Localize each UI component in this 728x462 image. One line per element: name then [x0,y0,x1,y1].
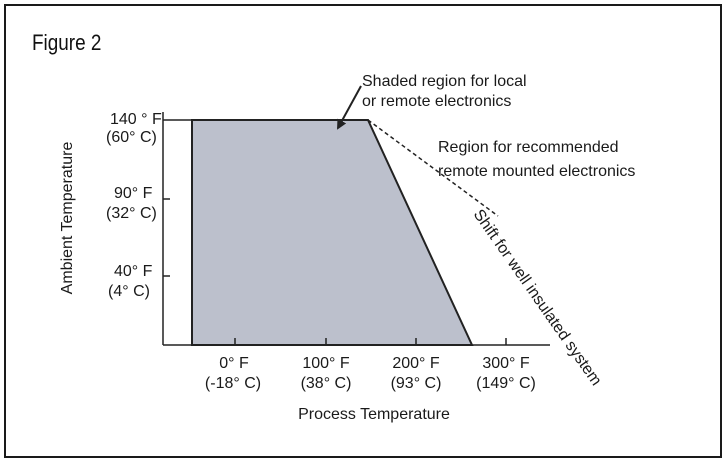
figure-title: Figure 2 [32,30,102,55]
x-tick-label-c: (38° C) [301,375,352,392]
y-axis-title: Ambient Temperature [59,142,76,295]
callout-arrow [337,85,362,130]
x-axis-title: Process Temperature [298,406,450,423]
y-tick-label-c: (32° C) [106,205,157,222]
x-tick-label-f: 300° F [482,355,530,372]
y-tick-label-c: (60° C) [106,129,157,146]
x-tick-label-c: (149° C) [476,375,536,392]
shift-dashed-line [367,119,499,217]
y-tick-label-f: 40° F [114,263,153,280]
y-tick-label-f: 90° F [114,185,153,202]
shaded-region-note-line1: Shaded region for local [362,73,527,90]
remote-region-note-line2: remote mounted electronics [438,163,635,180]
shaded-region [191,119,474,346]
x-tick-label-f: 100° F [302,355,350,372]
x-tick-label-f: 0° F [219,355,249,372]
x-tick-label-c: (-18° C) [205,375,261,392]
x-tick-label-f: 200° F [392,355,440,372]
y-tick-label-c: (4° C) [108,283,150,300]
y-tick-label-f: 140 ° F [110,111,162,128]
x-tick-label-c: (93° C) [391,375,442,392]
remote-region-note-line1: Region for recommended [438,139,619,156]
shaded-region-note-line2: or remote electronics [362,93,511,110]
